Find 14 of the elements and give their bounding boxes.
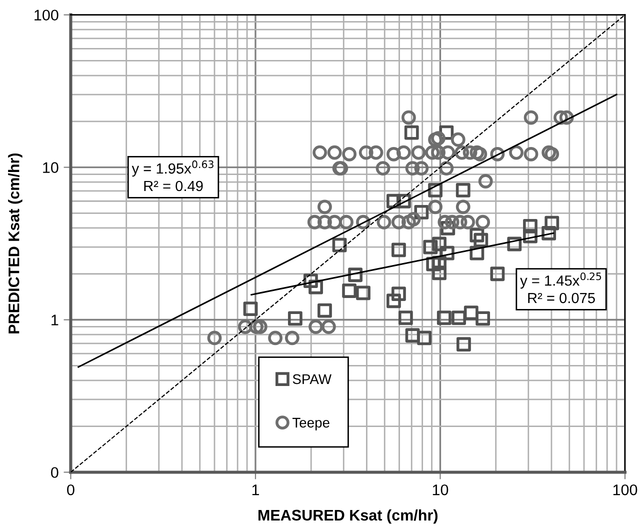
y-tick-label: 10 [43, 162, 58, 173]
x-tick-label: 0 [67, 484, 74, 496]
text: y = 1.95x$^{0.63}$ R² = 0.49 [132, 160, 214, 192]
x-axis-title: MEASURED Ksat (cm/hr) [258, 509, 438, 524]
text: y = 1.45x$^{0.25}$ R² = 0.075 [520, 272, 602, 304]
x-tick-label: 10 [432, 484, 448, 496]
y-axis-title: PREDICTED Ksat (cm/hr) [8, 153, 22, 334]
y-tick-label: 1 [52, 314, 58, 326]
y-tick-label: 0 [51, 467, 58, 478]
legend-label: Teepe [292, 418, 330, 430]
legend-label: SPAW [292, 374, 332, 384]
x-tick-label: 1 [252, 484, 259, 496]
x-tick-label: 100 [613, 484, 638, 496]
y-tick-label: 100 [34, 10, 58, 21]
